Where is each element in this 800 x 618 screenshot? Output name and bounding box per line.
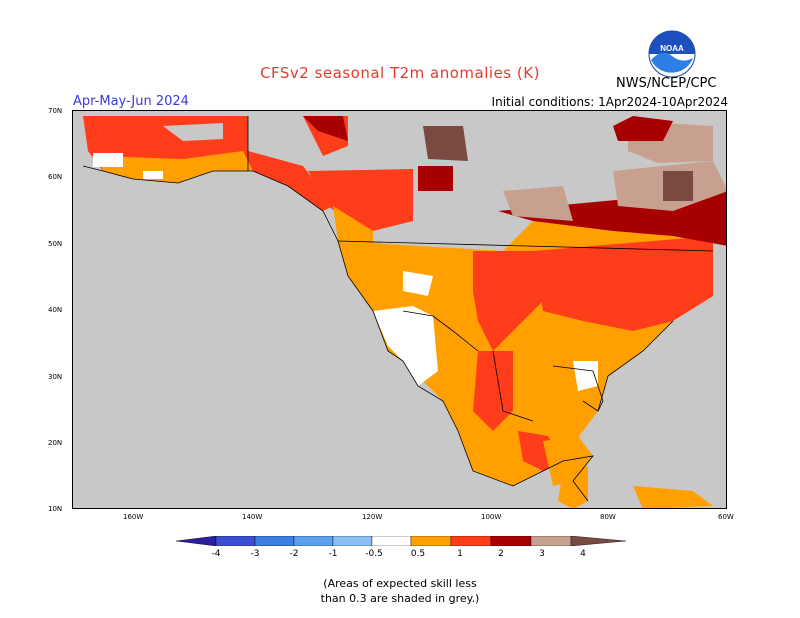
- colorbar-lower-triangle: [176, 536, 217, 546]
- colorbar-swatch: [215, 536, 256, 546]
- lat-label: 40N: [48, 306, 63, 314]
- lat-label: 50N: [48, 240, 63, 248]
- colorbar-tick-label: -4: [211, 549, 221, 559]
- colorbar-tick-label: -3: [250, 549, 260, 559]
- lat-label: 30N: [48, 373, 63, 381]
- agency-label: NWS/NCEP/CPC: [616, 76, 717, 91]
- map-title: CFSv2 seasonal T2m anomalies (K): [260, 64, 540, 82]
- map-canvas: [73, 111, 726, 508]
- colorbar-swatch: [530, 536, 572, 546]
- alaska-anomaly: [83, 116, 333, 211]
- lon-label: 80W: [600, 513, 616, 521]
- colorbar: [176, 536, 626, 546]
- initial-conditions-label: Initial conditions: 1Apr2024-10Apr2024: [491, 95, 728, 109]
- colorbar-tick-label: -0.5: [365, 549, 383, 559]
- colorbar-tick-label: 4: [580, 549, 586, 559]
- colorbar-swatch: [293, 536, 334, 546]
- footnote-line: than 0.3 are shaded in grey.): [320, 592, 480, 605]
- anomaly-map: [72, 110, 727, 509]
- conterminous-us-anomaly: [338, 221, 713, 486]
- colorbar-swatch: [450, 536, 492, 546]
- footnote-line: (Areas of expected skill less: [323, 577, 477, 590]
- lat-label: 70N: [48, 107, 63, 115]
- central-america-anomaly: [543, 436, 713, 508]
- lon-label: 120W: [362, 513, 383, 521]
- colorbar-tick-label: 2: [498, 549, 504, 559]
- colorbar-swatch: [410, 536, 452, 546]
- colorbar-tick-label: 1: [457, 549, 463, 559]
- noaa-logo: NOAA: [648, 30, 696, 78]
- eastern-canada-anomaly: [498, 116, 726, 246]
- lat-label: 20N: [48, 439, 63, 447]
- logo-text: NOAA: [660, 44, 684, 53]
- coastlines: [82, 116, 714, 502]
- lon-label: 60W: [718, 513, 734, 521]
- lat-label: 10N: [48, 505, 63, 513]
- colorbar-swatch: [490, 536, 532, 546]
- lon-label: 100W: [481, 513, 502, 521]
- colorbar-tick-label: -1: [328, 549, 338, 559]
- colorbar-swatch: [332, 536, 373, 546]
- colorbar-upper-triangle: [570, 536, 626, 546]
- colorbar-swatch: [371, 536, 412, 546]
- lon-label: 160W: [123, 513, 144, 521]
- skill-footnote: (Areas of expected skill less than 0.3 a…: [0, 576, 800, 606]
- colorbar-tick-label: 3: [539, 549, 545, 559]
- colorbar-tick-label: 0.5: [410, 549, 426, 559]
- lon-label: 140W: [242, 513, 263, 521]
- colorbar-swatch: [254, 536, 295, 546]
- colorbar-tick-label: -2: [289, 549, 299, 559]
- season-label: Apr-May-Jun 2024: [73, 94, 189, 109]
- lat-label: 60N: [48, 173, 63, 181]
